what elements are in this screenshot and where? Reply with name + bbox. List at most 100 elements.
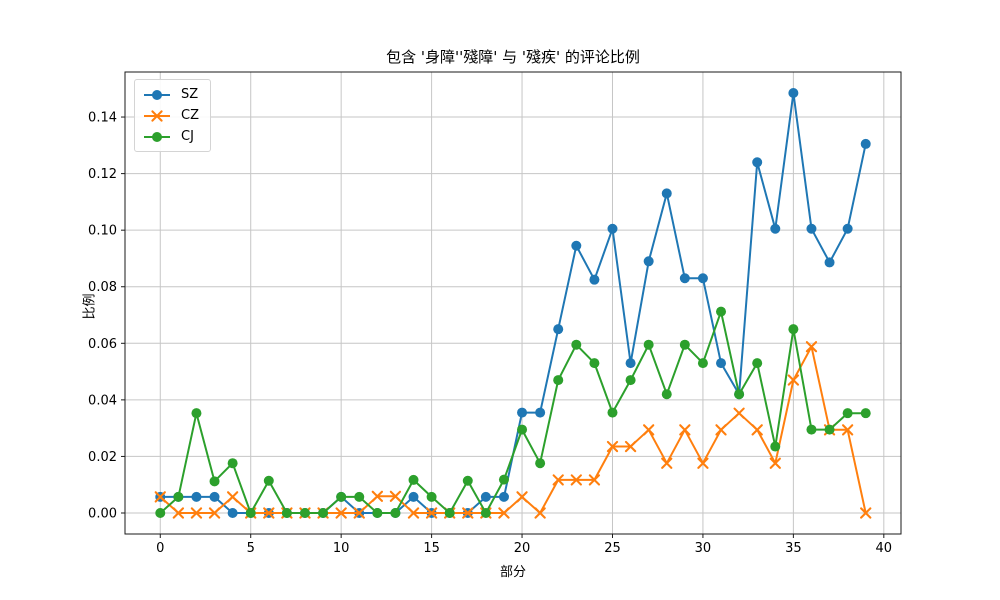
circle-marker bbox=[152, 131, 162, 142]
x-marker bbox=[151, 109, 163, 122]
x-marker bbox=[643, 424, 655, 436]
y-tick-label: 0.04 bbox=[88, 393, 117, 408]
circle-marker bbox=[209, 476, 220, 487]
y-tick-label: 0.14 bbox=[88, 111, 117, 126]
x-tick-label: 30 bbox=[695, 541, 712, 556]
x-marker bbox=[860, 507, 872, 519]
circle-marker bbox=[498, 491, 509, 502]
legend-sample-CZ bbox=[144, 109, 170, 122]
circle-marker bbox=[535, 458, 546, 469]
chart-title: 包含 '身障''殘障' 与 '殘疾' 的评论比例 bbox=[386, 48, 640, 66]
x-marker bbox=[624, 440, 637, 453]
legend-label-CJ: CJ bbox=[181, 129, 194, 144]
x-marker bbox=[462, 507, 474, 519]
x-tick-label: 0 bbox=[156, 541, 164, 556]
y-tick-label: 0.10 bbox=[88, 224, 117, 239]
circle-marker bbox=[426, 491, 437, 502]
circle-marker bbox=[752, 157, 763, 168]
circle-marker bbox=[318, 508, 329, 518]
circle-marker bbox=[444, 508, 455, 518]
x-tick-label: 5 bbox=[247, 541, 255, 556]
circle-marker bbox=[408, 491, 419, 502]
legend: SZ CZ CJ bbox=[134, 79, 211, 152]
circle-marker bbox=[697, 273, 708, 284]
circle-marker bbox=[173, 491, 184, 502]
grid bbox=[125, 72, 901, 534]
circle-marker bbox=[480, 491, 491, 502]
x-marker bbox=[353, 507, 365, 519]
x-marker bbox=[588, 474, 601, 486]
x-marker bbox=[697, 457, 709, 469]
circle-marker bbox=[607, 223, 618, 234]
x-marker bbox=[552, 474, 564, 486]
x-marker bbox=[498, 507, 510, 519]
circle-marker bbox=[734, 389, 745, 400]
x-tick-label: 10 bbox=[333, 541, 350, 556]
y-tick-label: 0.08 bbox=[88, 280, 117, 295]
legend-item-SZ: SZ bbox=[142, 84, 199, 105]
x-tick-label: 35 bbox=[785, 541, 802, 556]
circle-marker bbox=[679, 339, 690, 350]
circle-marker bbox=[390, 508, 401, 518]
circle-marker bbox=[607, 407, 618, 418]
y-tick-label: 0.00 bbox=[88, 507, 117, 522]
circle-marker bbox=[842, 223, 853, 234]
legend-item-CZ: CZ bbox=[142, 105, 199, 126]
x-marker bbox=[805, 341, 818, 353]
x-marker bbox=[769, 457, 781, 469]
x-marker bbox=[407, 507, 420, 519]
legend-label-CZ: CZ bbox=[181, 108, 199, 123]
x-marker bbox=[263, 507, 275, 519]
y-tick-label: 0.06 bbox=[88, 337, 117, 352]
circle-marker bbox=[752, 358, 763, 369]
x-tick-label: 20 bbox=[514, 541, 531, 556]
x-marker bbox=[787, 374, 800, 386]
circle-marker bbox=[571, 240, 582, 251]
legend-label-SZ: SZ bbox=[181, 87, 199, 102]
circle-marker bbox=[152, 89, 162, 100]
series-line-SZ bbox=[160, 92, 867, 514]
circle-marker bbox=[535, 407, 546, 418]
legend-item-CJ: CJ bbox=[142, 126, 199, 147]
x-marker bbox=[335, 507, 347, 519]
x-tick-label: 15 bbox=[423, 541, 440, 556]
circle-marker bbox=[191, 408, 202, 419]
axis-ticks: 0 5 10 15 20 25 30 35 40 0.00 0.02 0.04 0.06 0.08 0.10… bbox=[88, 111, 892, 556]
circle-marker bbox=[354, 491, 365, 502]
circle-marker bbox=[806, 424, 817, 435]
y-axis-label: 比例 bbox=[82, 293, 98, 320]
circle-marker bbox=[716, 358, 727, 369]
circle-marker bbox=[625, 375, 636, 386]
circle-marker bbox=[770, 223, 781, 234]
circle-marker bbox=[408, 474, 419, 485]
x-tick-label: 25 bbox=[604, 541, 621, 556]
series-line-CZ bbox=[159, 345, 867, 514]
circle-marker bbox=[679, 273, 690, 284]
circle-marker bbox=[191, 491, 202, 502]
x-marker bbox=[371, 490, 383, 502]
x-marker bbox=[190, 507, 203, 519]
series-CJ bbox=[155, 306, 871, 518]
circle-marker bbox=[625, 358, 636, 369]
circle-marker bbox=[824, 257, 835, 268]
x-marker bbox=[679, 424, 691, 436]
x-marker bbox=[154, 491, 166, 503]
circle-marker bbox=[517, 424, 528, 435]
circle-marker bbox=[661, 389, 672, 400]
circle-marker bbox=[842, 408, 853, 419]
x-marker bbox=[570, 474, 582, 486]
circle-marker bbox=[517, 407, 528, 418]
circle-marker bbox=[336, 491, 347, 502]
x-marker bbox=[226, 491, 239, 503]
circle-marker bbox=[697, 358, 708, 369]
circle-marker bbox=[860, 138, 871, 149]
circle-marker bbox=[589, 358, 600, 369]
circle-marker bbox=[155, 508, 166, 518]
y-tick-label: 0.12 bbox=[88, 167, 117, 182]
x-marker bbox=[425, 507, 438, 519]
x-marker bbox=[733, 407, 745, 419]
circle-marker bbox=[788, 88, 799, 98]
circle-marker bbox=[716, 306, 727, 317]
